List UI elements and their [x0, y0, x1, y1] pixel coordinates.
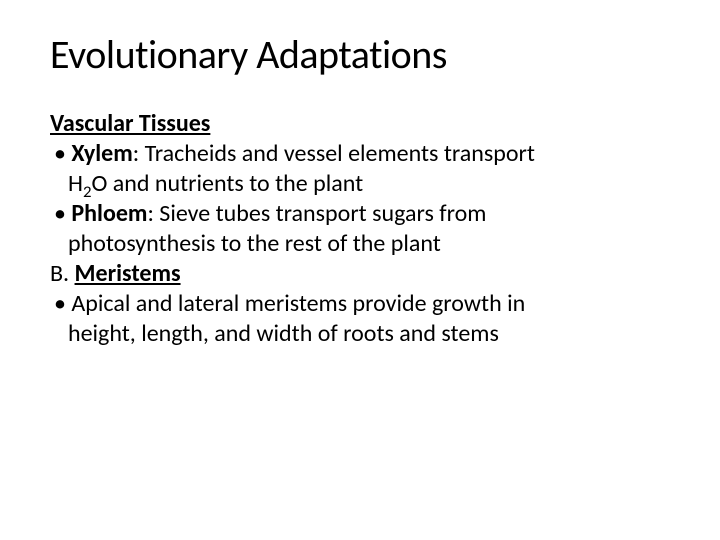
phloem-text-1: : Sieve tubes transport sugars from [147, 199, 486, 228]
xylem-text-2: O and nutrients to the plant [91, 169, 363, 198]
slide-title: Evolutionary Adaptations [50, 30, 670, 79]
section-b: B. Meristems [50, 259, 670, 289]
section-a-heading: Vascular Tissues [50, 109, 670, 139]
section-b-prefix: B. [50, 259, 75, 288]
phloem-continuation: photosynthesis to the rest of the plant [50, 229, 670, 259]
xylem-continuation: H2O and nutrients to the plant [50, 169, 670, 199]
bullet-phloem: Phloem: Sieve tubes transport sugars fro… [50, 199, 670, 229]
slide-content: Vascular Tissues Xylem: Tracheids and ve… [50, 109, 670, 349]
xylem-text-1: : Tracheids and vessel elements transpor… [133, 139, 535, 168]
term-phloem: Phloem [71, 199, 147, 228]
term-xylem: Xylem [71, 139, 132, 168]
bullet-xylem: Xylem: Tracheids and vessel elements tra… [50, 139, 670, 169]
bullet-meristems: Apical and lateral meristems provide gro… [50, 289, 670, 319]
meristems-continuation: height, length, and width of roots and s… [50, 319, 670, 349]
xylem-h: H [68, 169, 83, 198]
section-b-heading: Meristems [75, 259, 181, 288]
